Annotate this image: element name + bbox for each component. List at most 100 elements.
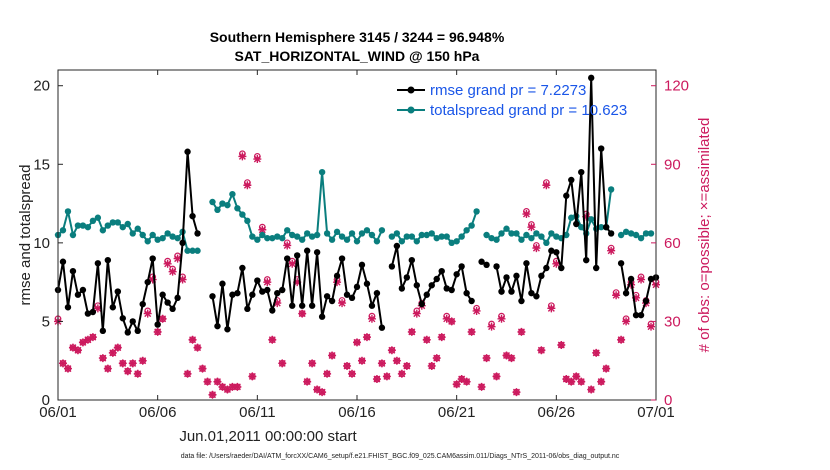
x-tick-label-5: 06/26 bbox=[538, 404, 576, 421]
x-tick-label-0: 06/01 bbox=[39, 404, 77, 421]
spread-point-42 bbox=[274, 233, 281, 240]
obs-assimilated-point-44 bbox=[273, 299, 282, 308]
spread-point-63 bbox=[378, 227, 386, 234]
rmse-point-58 bbox=[353, 283, 361, 291]
rmse-point-29 bbox=[209, 293, 216, 300]
x-tick-label-6: 07/01 bbox=[637, 404, 675, 421]
spread-point-35 bbox=[239, 211, 246, 218]
rmse-point-101 bbox=[583, 256, 590, 264]
spread-point-93 bbox=[538, 233, 545, 240]
spread-point-99 bbox=[568, 214, 575, 221]
y-axis-right: 0 30 60 90 120 bbox=[651, 78, 689, 409]
spread-point-81 bbox=[473, 208, 480, 215]
rmse-point-37 bbox=[249, 291, 256, 298]
spread-point-94 bbox=[543, 239, 550, 247]
rmse-point-74 bbox=[438, 267, 445, 275]
footnote: data file: /Users/raeder/DAI/ATM_forcXX/… bbox=[181, 453, 620, 460]
spread-point-22 bbox=[164, 230, 171, 237]
obs-assimilated-point-30 bbox=[203, 377, 212, 386]
y-tick-label-3: 15 bbox=[33, 156, 50, 173]
rmse-point-31 bbox=[219, 280, 226, 287]
obs-assimilated-point-69 bbox=[397, 369, 406, 378]
rmse-point-68 bbox=[408, 256, 416, 264]
obs-assimilated-point-9 bbox=[98, 354, 107, 363]
spread-point-78 bbox=[458, 233, 465, 240]
obs-assimilated-point-95 bbox=[527, 223, 536, 232]
rmse-point-60 bbox=[363, 280, 371, 287]
x-tick-label-3: 06/16 bbox=[338, 404, 376, 421]
obs-assimilated-point-67 bbox=[387, 346, 396, 355]
spread-point-15 bbox=[129, 230, 136, 237]
rmse-point-43 bbox=[279, 286, 286, 294]
obs-assimilated-point-36 bbox=[233, 382, 242, 391]
obs-assimilated-point-61 bbox=[357, 356, 366, 365]
obs-assimilated-point-74 bbox=[422, 335, 431, 344]
rmse-point-88 bbox=[518, 297, 525, 305]
spread-point-66 bbox=[398, 238, 406, 245]
rmse-point-71 bbox=[423, 291, 430, 298]
rmse-point-79 bbox=[463, 289, 470, 297]
spread-point-62 bbox=[373, 238, 381, 245]
rmse-point-91 bbox=[533, 293, 540, 300]
obs-assimilated-point-93 bbox=[517, 327, 526, 336]
x-axis-label: Jun.01,2011 00:00:00 start bbox=[179, 428, 357, 445]
obs-assimilated-point-14 bbox=[123, 367, 132, 376]
obs-assimilated-point-77 bbox=[437, 333, 446, 342]
spread-point-111 bbox=[632, 231, 640, 239]
obs-assimilated-point-13 bbox=[118, 359, 127, 368]
obs-assimilated-point-23 bbox=[168, 267, 177, 276]
obs-assimilated-point-89 bbox=[497, 314, 506, 323]
obs-assimilated-point-114 bbox=[622, 317, 631, 326]
rmse-point-6 bbox=[84, 310, 92, 317]
spread-point-49 bbox=[308, 233, 316, 240]
obs-assimilated-point-66 bbox=[382, 372, 391, 381]
y-tick-label-0: 0 bbox=[42, 392, 50, 409]
rmse-point-12 bbox=[114, 288, 122, 295]
spread-point-30 bbox=[214, 206, 221, 214]
spread-point-69 bbox=[413, 238, 420, 245]
spread-point-32 bbox=[224, 201, 231, 209]
spread-point-77 bbox=[453, 238, 460, 245]
rmse-point-52 bbox=[323, 293, 331, 300]
spread-point-48 bbox=[303, 230, 311, 237]
legend-rmse-label: rmse grand pr = 7.2273 bbox=[430, 82, 586, 99]
obs-assimilated-point-1 bbox=[58, 359, 67, 368]
y-tick-label-2: 10 bbox=[33, 235, 50, 252]
obs-assimilated-point-116 bbox=[632, 293, 641, 302]
rmse-point-62 bbox=[373, 289, 381, 297]
chart-title: Southern Hemisphere 3145 / 3244 = 96.948… bbox=[210, 29, 505, 45]
obs-assimilated-point-80 bbox=[452, 380, 461, 389]
obs-assimilated-point-86 bbox=[482, 354, 491, 363]
obs-assimilated-point-98 bbox=[542, 181, 551, 190]
rmse-point-67 bbox=[403, 274, 411, 281]
rmse-point-55 bbox=[338, 255, 346, 262]
legend-spread-marker bbox=[407, 106, 415, 114]
rmse-point-22 bbox=[164, 299, 171, 306]
obs-assimilated-point-60 bbox=[353, 338, 361, 347]
rmse-point-63 bbox=[378, 324, 386, 331]
obs-assimilated-point-112 bbox=[612, 291, 621, 300]
rmse-point-95 bbox=[553, 249, 560, 256]
spread-point-72 bbox=[428, 230, 435, 237]
obs-assimilated-point-43 bbox=[268, 335, 277, 344]
rmse-point-96 bbox=[558, 264, 565, 272]
rmse-point-104 bbox=[597, 145, 605, 152]
obs-assimilated-point-12 bbox=[113, 343, 122, 352]
y2-tick-label-3: 90 bbox=[664, 156, 681, 173]
spread-point-24 bbox=[174, 234, 181, 242]
spread-point-19 bbox=[149, 231, 156, 239]
obs-assimilated-point-56 bbox=[333, 278, 342, 287]
rmse-point-107 bbox=[617, 260, 625, 267]
obs-assimilated-point-104 bbox=[572, 372, 581, 381]
obs-assimilated-point-33 bbox=[218, 382, 227, 391]
obs-assimilated-point-92 bbox=[512, 388, 521, 397]
spread-point-41 bbox=[269, 234, 276, 242]
spread-point-57 bbox=[348, 230, 356, 237]
spread-point-34 bbox=[234, 205, 241, 212]
spread-point-54 bbox=[333, 228, 341, 236]
obs-assimilated-point-7 bbox=[88, 333, 97, 342]
legend-spread-label: totalspread grand pr = 10.623 bbox=[430, 102, 627, 119]
x-tick-label-2: 06/11 bbox=[239, 404, 275, 421]
spread-point-2 bbox=[64, 208, 72, 215]
rmse-point-5 bbox=[79, 286, 87, 294]
